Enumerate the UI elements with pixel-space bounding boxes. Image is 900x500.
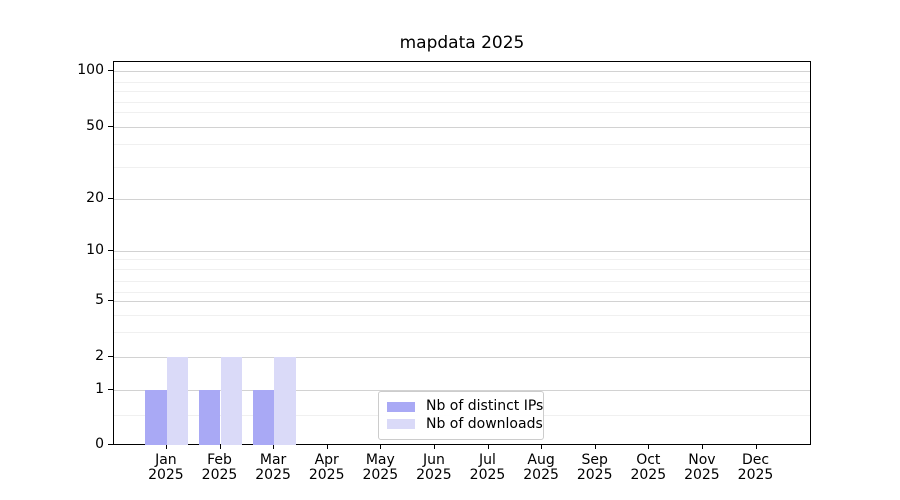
gridline-major bbox=[114, 357, 810, 358]
x-tick-mark bbox=[326, 444, 328, 449]
x-tick-label-year: 2025 bbox=[255, 467, 291, 484]
y-tick-label: 20 bbox=[86, 190, 104, 206]
y-tick-label: 1 bbox=[95, 381, 104, 397]
x-tick-label-month: Oct bbox=[636, 452, 661, 468]
y-tick-mark bbox=[108, 250, 113, 251]
x-tick-label: Nov 2025 bbox=[667, 452, 737, 484]
x-tick-label-year: 2025 bbox=[362, 467, 399, 484]
bar-nb-of-downloads bbox=[274, 357, 296, 445]
x-tick-label-year: 2025 bbox=[469, 467, 506, 484]
gridline-minor bbox=[114, 91, 810, 92]
x-tick-label-year: 2025 bbox=[201, 467, 238, 484]
y-tick-mark bbox=[108, 198, 113, 199]
x-tick-mark bbox=[433, 444, 435, 449]
y-tick-mark bbox=[108, 300, 113, 301]
x-tick-label-month: Jun bbox=[422, 452, 445, 468]
gridline-minor bbox=[114, 332, 810, 333]
y-tick-label: 5 bbox=[95, 292, 104, 308]
x-tick-label: Mar 2025 bbox=[238, 452, 308, 484]
x-tick-mark bbox=[165, 444, 167, 449]
x-tick-label-month: Feb bbox=[207, 452, 232, 468]
gridline-minor bbox=[114, 144, 810, 145]
bar-nb-of-downloads bbox=[166, 357, 189, 445]
bar-nb-of-distinct-ips bbox=[145, 390, 167, 445]
x-tick-label-month: Jul bbox=[479, 452, 496, 468]
y-tick-mark bbox=[108, 356, 113, 357]
x-tick-label-year: 2025 bbox=[308, 467, 345, 484]
gridline-minor bbox=[114, 281, 810, 282]
gridline-minor bbox=[114, 112, 810, 113]
chart-title: mapdata 2025 bbox=[399, 33, 525, 53]
legend-item: Nb of downloads bbox=[387, 416, 543, 434]
gridline-minor bbox=[114, 314, 810, 316]
gridline-minor bbox=[114, 292, 810, 293]
x-tick-label-month: Dec bbox=[741, 452, 770, 468]
gridline-minor bbox=[114, 101, 810, 103]
legend-swatch bbox=[387, 419, 415, 430]
y-tick-mark bbox=[108, 125, 113, 127]
bar-nb-of-downloads bbox=[220, 357, 243, 445]
x-tick-label: Aug 2025 bbox=[506, 452, 576, 484]
y-tick-label: 10 bbox=[86, 242, 104, 258]
gridline-major bbox=[114, 390, 810, 391]
x-tick-label-month: Aug bbox=[527, 452, 555, 468]
x-tick-mark bbox=[273, 444, 275, 449]
x-tick-label-month: Nov bbox=[688, 452, 716, 468]
x-tick-mark bbox=[487, 444, 489, 449]
bar-nb-of-distinct-ips bbox=[252, 390, 275, 445]
y-tick-label: 2 bbox=[95, 348, 104, 364]
x-tick-label-month: Sep bbox=[581, 452, 608, 468]
x-tick-label-month: Jan bbox=[155, 452, 177, 468]
x-tick-label-year: 2025 bbox=[523, 467, 559, 484]
x-tick-label: Jan 2025 bbox=[131, 452, 201, 484]
gridline-minor bbox=[114, 269, 810, 270]
x-tick-label-month: Apr bbox=[314, 452, 339, 468]
bar-nb-of-distinct-ips bbox=[198, 390, 221, 445]
legend-item: Nb of distinct IPs bbox=[387, 398, 543, 416]
x-tick-mark bbox=[219, 444, 221, 449]
x-tick-label: Sep 2025 bbox=[560, 452, 630, 484]
x-tick-label-year: 2025 bbox=[416, 467, 452, 484]
x-tick-label-year: 2025 bbox=[737, 467, 774, 484]
x-tick-label-month: May bbox=[365, 452, 395, 468]
x-tick-label: Feb 2025 bbox=[185, 452, 255, 484]
x-tick-label-year: 2025 bbox=[148, 467, 184, 484]
legend-swatch bbox=[387, 401, 415, 412]
y-tick-label: 0 bbox=[95, 436, 104, 452]
x-tick-label-month: Mar bbox=[259, 452, 287, 468]
gridline-major bbox=[114, 126, 810, 128]
y-tick-label: 50 bbox=[86, 117, 104, 134]
legend-label: Nb of downloads bbox=[426, 415, 543, 432]
gridline-minor bbox=[114, 82, 810, 83]
plot-area bbox=[113, 61, 811, 445]
gridline-minor bbox=[114, 167, 810, 168]
legend: Nb of distinct IPs Nb of downloads bbox=[378, 391, 544, 440]
x-tick-label: Apr 2025 bbox=[292, 452, 362, 484]
legend-label: Nb of distinct IPs bbox=[426, 398, 544, 414]
x-tick-label: Dec 2025 bbox=[721, 452, 791, 484]
x-tick-label: Oct 2025 bbox=[613, 452, 683, 484]
x-tick-label-year: 2025 bbox=[630, 467, 667, 484]
gridline-major bbox=[114, 301, 810, 302]
x-tick-mark bbox=[648, 444, 650, 449]
y-tick-mark bbox=[108, 444, 113, 445]
y-tick-mark bbox=[108, 70, 113, 71]
x-tick-mark bbox=[701, 444, 703, 449]
y-tick-mark bbox=[108, 389, 113, 390]
x-tick-mark bbox=[594, 444, 596, 449]
x-tick-label-year: 2025 bbox=[684, 467, 720, 484]
gridline-minor bbox=[114, 259, 810, 260]
x-tick-mark bbox=[541, 444, 543, 449]
gridline-major bbox=[114, 199, 810, 200]
x-tick-mark bbox=[755, 444, 757, 449]
x-tick-label: May 2025 bbox=[345, 452, 415, 484]
x-tick-label-year: 2025 bbox=[576, 467, 613, 484]
x-tick-label: Jul 2025 bbox=[453, 452, 523, 484]
gridline-major bbox=[114, 251, 810, 252]
y-tick-label: 100 bbox=[77, 62, 104, 78]
x-tick-label: Jun 2025 bbox=[399, 452, 469, 484]
gridline-major bbox=[114, 71, 810, 72]
x-tick-mark bbox=[380, 444, 382, 449]
